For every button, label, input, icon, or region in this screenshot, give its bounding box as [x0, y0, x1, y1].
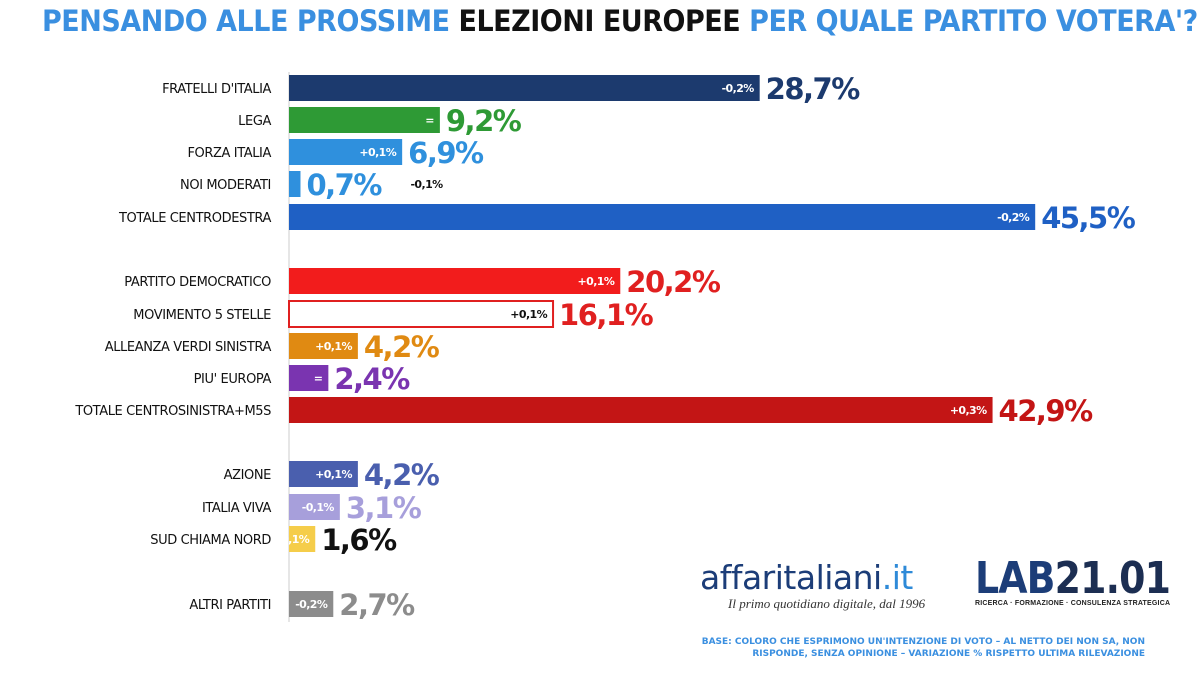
bar — [289, 365, 329, 391]
category-label: TOTALE CENTRODESTRA — [118, 211, 272, 226]
bar — [289, 139, 403, 165]
brand-name-text: affaritaliani — [700, 558, 882, 597]
bar — [289, 461, 358, 487]
footnote-line-2: RISPONDE, SENZA OPINIONE – VARIAZIONE % … — [752, 649, 1145, 659]
bar-row: ITALIA VIVA -0,1% 3,1% — [202, 491, 423, 525]
footnote: BASE: COLORO CHE ESPRIMONO UN'INTENZIONE… — [690, 636, 1145, 660]
bar — [289, 171, 301, 197]
brand-suffix: .it — [881, 558, 914, 597]
value-label: 3,1% — [346, 491, 422, 525]
lab-name: LAB21.01 — [975, 553, 1171, 604]
bar — [289, 107, 440, 133]
bar-row: ALTRI PARTITI -0,2% 2,7% — [189, 588, 416, 622]
value-label: 0,7% — [306, 168, 382, 202]
footnote-line-1: BASE: COLORO CHE ESPRIMONO UN'INTENZIONE… — [701, 637, 1145, 647]
change-label: -0,1% — [410, 178, 443, 191]
change-label: -0,2% — [295, 598, 328, 611]
change-label: +0,3% — [950, 404, 987, 417]
value-label: 1,6% — [321, 523, 397, 557]
value-label: 9,2% — [446, 104, 522, 138]
lab-subtitle: RICERCA · FORMAZIONE · CONSULENZA STRATE… — [975, 600, 1171, 607]
bar — [289, 268, 621, 294]
change-label: +0,1% — [510, 308, 547, 321]
category-label: ITALIA VIVA — [202, 501, 272, 516]
category-label: FRATELLI D'ITALIA — [162, 82, 271, 97]
bar — [288, 300, 555, 328]
category-label: PIU' EUROPA — [194, 372, 272, 387]
bar-row: PARTITO DEMOCRATICO +0,1% 20,2% — [124, 265, 722, 299]
change-label: -0,2% — [722, 82, 755, 95]
bar-row: FRATELLI D'ITALIA -0,2% 28,7% — [162, 72, 862, 106]
change-label: -0,2% — [997, 211, 1030, 224]
bar-row: TOTALE CENTROSINISTRA+M5S +0,3% 42,9% — [74, 394, 1094, 428]
category-label: NOI MODERATI — [180, 178, 271, 193]
change-label: +0,1% — [315, 340, 352, 353]
bar-row: FORZA ITALIA +0,1% 6,9% — [187, 136, 485, 170]
value-label: 16,1% — [559, 298, 654, 332]
bar — [289, 397, 993, 423]
change-label: -0,1% — [277, 533, 310, 546]
bar — [289, 333, 358, 359]
change-label: +0,1% — [359, 146, 396, 159]
bar — [289, 526, 316, 552]
lab-number: 21.01 — [1054, 553, 1171, 604]
category-label: SUD CHIAMA NORD — [150, 533, 271, 548]
change-label: +0,1% — [578, 275, 615, 288]
bar — [289, 494, 340, 520]
category-label: TOTALE CENTROSINISTRA+M5S — [74, 404, 271, 419]
change-label: +0,1% — [315, 468, 352, 481]
title-part-3: PER QUALE PARTITO VOTERA'? — [740, 4, 1198, 38]
category-label: MOVIMENTO 5 STELLE — [133, 308, 271, 323]
value-label: 45,5% — [1041, 201, 1136, 235]
bar — [289, 75, 760, 101]
value-label: 6,9% — [408, 136, 484, 170]
value-label: 28,7% — [766, 72, 861, 106]
bar-row: ALLEANZA VERDI SINISTRA +0,1% 4,2% — [105, 330, 442, 364]
value-label: 42,9% — [999, 394, 1094, 428]
bar-row: LEGA = 9,2% — [238, 104, 523, 138]
category-label: FORZA ITALIA — [187, 146, 271, 161]
value-label: 2,7% — [339, 588, 415, 622]
change-label: = — [314, 372, 323, 385]
bar-row: MOVIMENTO 5 STELLE +0,1% 16,1% — [133, 298, 655, 332]
bar-row: TOTALE CENTRODESTRA -0,2% 45,5% — [118, 201, 1137, 235]
bar — [289, 204, 1036, 230]
value-label: 4,2% — [364, 458, 440, 492]
lab-prefix: LAB — [975, 553, 1056, 604]
bar-row: NOI MODERATI -0,1% 0,7% — [180, 168, 444, 202]
value-label: 4,2% — [364, 330, 440, 364]
category-label: ALTRI PARTITI — [189, 598, 271, 613]
category-label: AZIONE — [224, 468, 272, 483]
value-label: 20,2% — [626, 265, 721, 299]
category-label: LEGA — [238, 114, 271, 129]
lab2101-logo: LAB21.01 RICERCA · FORMAZIONE · CONSULEN… — [975, 553, 1171, 608]
title-part-2: ELEZIONI EUROPEE — [458, 4, 741, 38]
bar-row: SUD CHIAMA NORD -0,1% 1,6% — [150, 523, 398, 557]
chart-title: PENSANDO ALLE PROSSIME ELEZIONI EUROPEE … — [42, 4, 1198, 38]
category-label: PARTITO DEMOCRATICO — [124, 275, 271, 290]
change-label: -0,1% — [302, 501, 335, 514]
category-label: ALLEANZA VERDI SINISTRA — [105, 340, 272, 355]
bar — [289, 591, 334, 617]
affaritaliani-logo: affaritaliani.it Il primo quotidiano dig… — [700, 560, 925, 612]
brand-name: affaritaliani.it — [700, 560, 925, 596]
title-part-1: PENSANDO ALLE PROSSIME — [42, 4, 459, 38]
bar-row: PIU' EUROPA = 2,4% — [194, 362, 412, 396]
bar-row: AZIONE +0,1% 4,2% — [224, 458, 442, 492]
change-label: = — [425, 114, 434, 127]
value-label: 2,4% — [334, 362, 410, 396]
brand-tagline: Il primo quotidiano digitale, dal 1996 — [728, 596, 926, 611]
